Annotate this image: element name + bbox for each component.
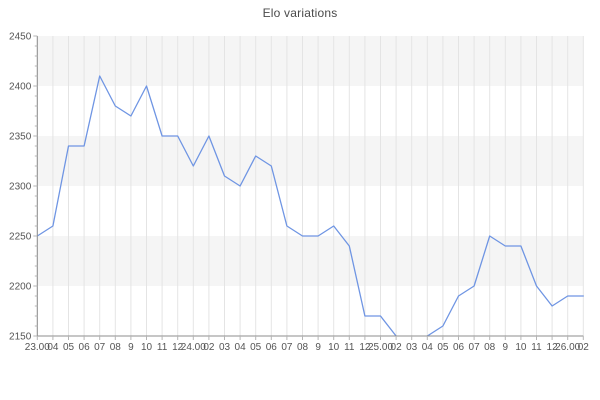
- x-tick-label: 05: [63, 342, 75, 353]
- x-tick-label: 24.00: [181, 342, 206, 353]
- grid-lines: [36, 36, 584, 336]
- x-tick-label: 12: [547, 342, 559, 353]
- x-tick-label: 10: [515, 342, 527, 353]
- band: [37, 36, 584, 86]
- x-tick-label: 02: [203, 342, 215, 353]
- x-tick-label: 10: [328, 342, 340, 353]
- x-tick-label: 26.00: [555, 342, 580, 353]
- background-bands: [37, 36, 584, 286]
- x-tick-label: 02: [391, 342, 403, 353]
- x-tick-label: 06: [79, 342, 91, 353]
- x-tick-label: 04: [422, 342, 434, 353]
- x-tick-label: 9: [128, 342, 134, 353]
- x-tick-label: 04: [235, 342, 247, 353]
- x-tick-label: 11: [344, 342, 355, 353]
- x-tick-label: 08: [484, 342, 496, 353]
- x-tick-label: 11: [157, 342, 168, 353]
- band: [37, 236, 584, 286]
- x-tick-label: 10: [141, 342, 153, 353]
- y-tick-label: 2300: [9, 182, 32, 193]
- x-tick-label: 12: [172, 342, 184, 353]
- x-tick-label: 03: [406, 342, 418, 353]
- x-tick-label: 11: [531, 342, 542, 353]
- band: [37, 136, 584, 186]
- y-tick-label: 2450: [9, 32, 32, 43]
- x-tick-label: 08: [297, 342, 309, 353]
- x-tick-label: 04: [47, 342, 59, 353]
- x-tick-label: 9: [315, 342, 321, 353]
- x-tick-label: 9: [503, 342, 509, 353]
- x-tick-label: 05: [250, 342, 262, 353]
- x-tick-label: 02: [578, 342, 590, 353]
- x-tick-label: 08: [110, 342, 122, 353]
- y-tick-label: 2400: [9, 82, 32, 93]
- x-tick-label: 07: [281, 342, 293, 353]
- x-tick-label: 05: [437, 342, 449, 353]
- y-tick-label: 2200: [9, 282, 32, 293]
- y-axis-ticks-and-labels: 2450 2400 2350 2300 2250 2200 2150: [9, 32, 38, 343]
- x-tick-label: 25.00: [368, 342, 393, 353]
- x-tick-label: 06: [453, 342, 465, 353]
- y-tick-label: 2250: [9, 232, 32, 243]
- y-tick-label: 2150: [9, 332, 32, 343]
- y-tick-label: 2350: [9, 132, 32, 143]
- x-tick-label: 07: [469, 342, 481, 353]
- elo-series-line: [36, 75, 584, 336]
- x-tick-label: 03: [219, 342, 231, 353]
- chart-title: Elo variations: [262, 6, 338, 20]
- x-tick-label: 12: [359, 342, 371, 353]
- x-tick-label: 23.00: [25, 342, 50, 353]
- x-tick-label: 06: [266, 342, 278, 353]
- x-tick-label: 07: [94, 342, 106, 353]
- series-group: [36, 75, 584, 336]
